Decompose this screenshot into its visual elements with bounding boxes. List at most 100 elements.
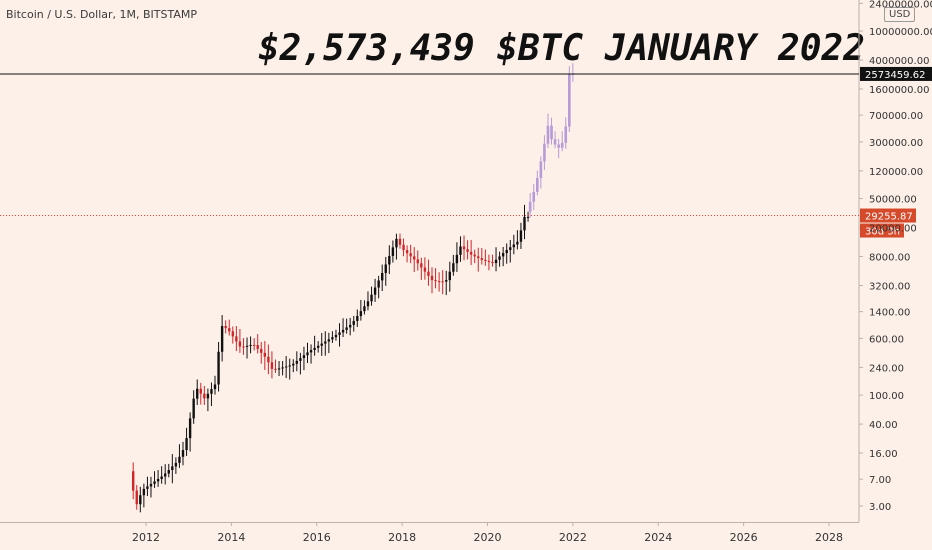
y-tick-label: 24000000.00 <box>869 0 932 10</box>
candle-body <box>334 334 338 338</box>
candle-body <box>348 324 352 328</box>
candle-body <box>398 238 402 245</box>
x-tick-label: 2022 <box>559 531 587 544</box>
axis-labels: 2012 2014 2016 2018 2020 2022 2024 2026 2028 2400… <box>132 0 932 544</box>
candle-body <box>377 280 380 288</box>
candle-body <box>505 249 508 254</box>
candle-body <box>146 486 149 489</box>
candle-body <box>405 250 409 254</box>
candle-body <box>196 388 199 399</box>
candle-body <box>192 398 195 419</box>
y-tick-label: 50000.00 <box>869 195 917 206</box>
candle-body <box>156 478 160 482</box>
candle-body <box>409 253 412 257</box>
axes <box>0 0 863 526</box>
candle-body <box>550 125 553 140</box>
candle-body <box>160 476 163 479</box>
candle-body <box>171 466 174 470</box>
candle-body <box>292 363 295 366</box>
candle-body <box>434 280 437 282</box>
candle-body <box>560 142 564 148</box>
candle-body <box>306 352 309 356</box>
candle-body <box>546 125 550 144</box>
x-tick-label: 2026 <box>730 531 758 544</box>
candle-body <box>139 495 142 505</box>
candle-body <box>277 368 281 370</box>
candle-body <box>270 362 274 369</box>
candle-body <box>295 360 299 364</box>
candle-body <box>235 336 238 342</box>
candle-body <box>480 258 484 260</box>
candle-body <box>413 256 416 260</box>
last-price-label: 29255.87 <box>865 212 913 223</box>
candle-body <box>459 246 462 255</box>
candle-body <box>313 347 316 350</box>
candle-body <box>356 316 359 321</box>
x-tick-label: 2014 <box>217 531 245 544</box>
candle-body <box>370 294 373 302</box>
candle-body <box>445 280 448 282</box>
candle-body <box>206 393 210 399</box>
candle-body <box>402 244 405 251</box>
candle-body <box>437 281 441 283</box>
y-tick-label: 120000.00 <box>869 167 923 178</box>
candle-body <box>217 351 220 385</box>
y-tick-label: 40.00 <box>869 420 898 431</box>
candle-body <box>388 255 391 265</box>
candle-body <box>284 366 288 368</box>
candle-body <box>448 271 451 281</box>
candle-body <box>288 365 291 367</box>
candle-body <box>487 260 491 263</box>
y-tick-label: 16.00 <box>869 449 898 460</box>
candle-body <box>501 253 505 257</box>
candle-body <box>519 230 523 242</box>
y-tick-label: 3.00 <box>869 502 891 513</box>
candle-body <box>539 161 543 178</box>
candle-body <box>473 254 476 257</box>
candle-body <box>299 358 302 361</box>
candle-body <box>149 483 153 487</box>
y-tick-label: 7.00 <box>869 475 891 486</box>
x-tick-label: 2012 <box>132 531 160 544</box>
candle-body <box>466 249 469 252</box>
candle-body <box>224 326 227 329</box>
candle-body <box>557 144 560 148</box>
candle-body <box>256 344 259 349</box>
candle-body <box>363 306 366 312</box>
candle-body <box>423 267 427 272</box>
candle-body <box>316 345 320 348</box>
y-tick-label: 600.00 <box>869 334 904 345</box>
candle-body <box>366 301 370 307</box>
candle-body <box>167 469 170 474</box>
candle-body <box>430 275 434 281</box>
candle-body <box>469 251 473 255</box>
candle-body <box>352 320 355 325</box>
y-tick-label: 1400.00 <box>869 308 910 319</box>
y-tick-label: 4000000.00 <box>869 56 929 67</box>
candle-body <box>532 191 536 202</box>
countdown-badge <box>860 223 904 238</box>
candle-body <box>528 201 532 212</box>
candle-body <box>324 341 327 344</box>
y-tick-label: 3200.00 <box>869 282 910 293</box>
candle-body <box>327 339 331 342</box>
candle-body <box>231 331 234 337</box>
candle-body <box>455 254 459 264</box>
candle-body <box>164 473 167 477</box>
y-tick-label: 20000.00 <box>869 224 917 235</box>
candle-body <box>188 418 192 439</box>
candle-body <box>477 256 480 259</box>
candle-body <box>309 349 313 353</box>
x-tick-label: 2016 <box>303 531 331 544</box>
candle-body <box>523 216 526 231</box>
candle-body <box>135 490 138 505</box>
y-tick-label: 240.00 <box>869 363 904 374</box>
candle-body <box>249 344 252 346</box>
candle-body <box>427 271 430 276</box>
target-price-label: 2573459.62 <box>865 70 925 81</box>
candle-body <box>568 73 571 127</box>
candle-body <box>185 438 188 451</box>
currency-badge[interactable]: USD <box>884 7 916 22</box>
candle-body <box>553 139 557 145</box>
